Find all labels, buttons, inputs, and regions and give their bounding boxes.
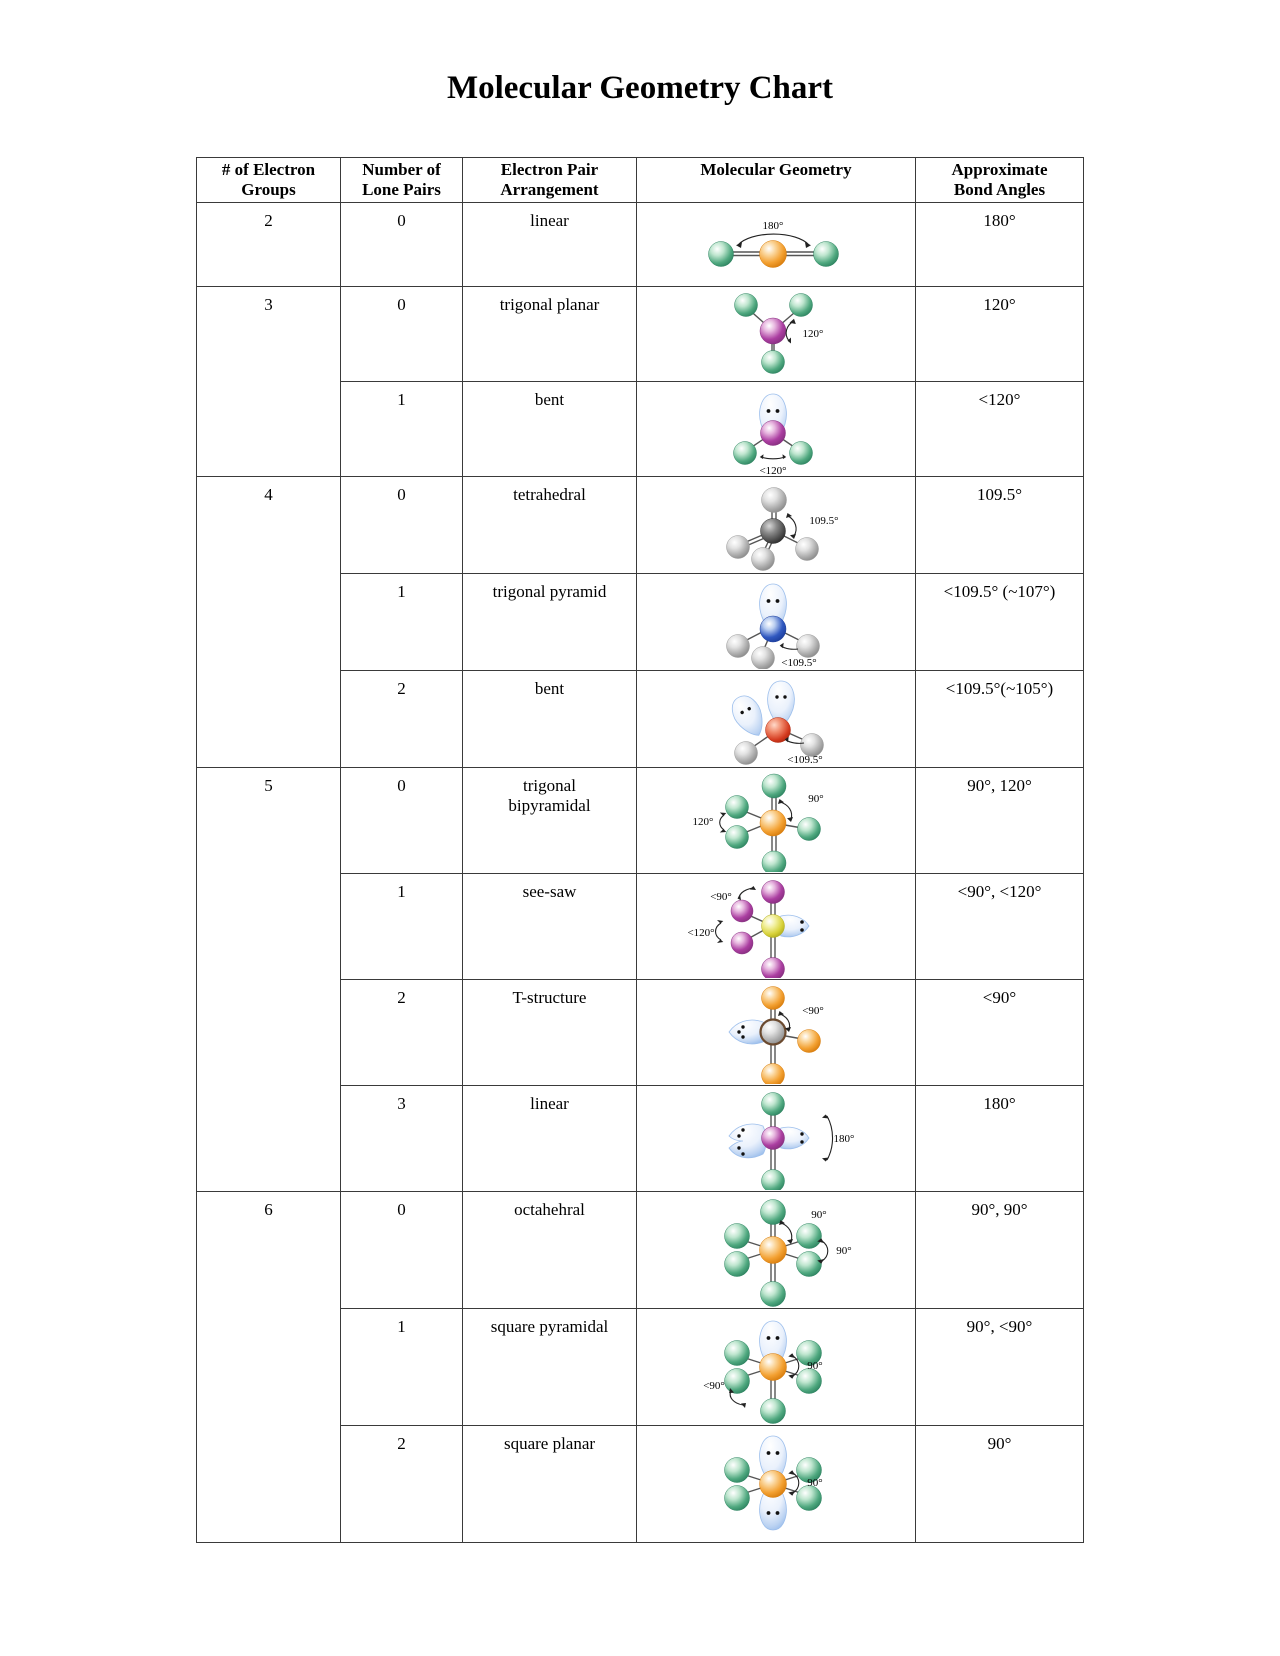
svg-text:<109.5°: <109.5°: [781, 657, 816, 669]
svg-text:<120°: <120°: [759, 465, 786, 475]
svg-text:<90°: <90°: [802, 1005, 824, 1017]
svg-text:<109.5°: <109.5°: [787, 754, 822, 766]
svg-text:90°: 90°: [808, 793, 823, 805]
svg-text:120°: 120°: [803, 328, 824, 340]
svg-text:90°: 90°: [836, 1245, 851, 1257]
svg-text:109.5°: 109.5°: [809, 515, 838, 527]
svg-text:90°: 90°: [807, 1477, 822, 1489]
svg-text:<120°: <120°: [687, 927, 714, 939]
svg-text:120°: 120°: [693, 816, 714, 828]
svg-text:180°: 180°: [834, 1133, 855, 1145]
svg-text:<90°: <90°: [703, 1380, 725, 1392]
svg-text:90°: 90°: [811, 1209, 826, 1221]
svg-text:<90°: <90°: [710, 891, 732, 903]
svg-text:90°: 90°: [807, 1360, 822, 1372]
svg-text:180°: 180°: [763, 220, 784, 232]
